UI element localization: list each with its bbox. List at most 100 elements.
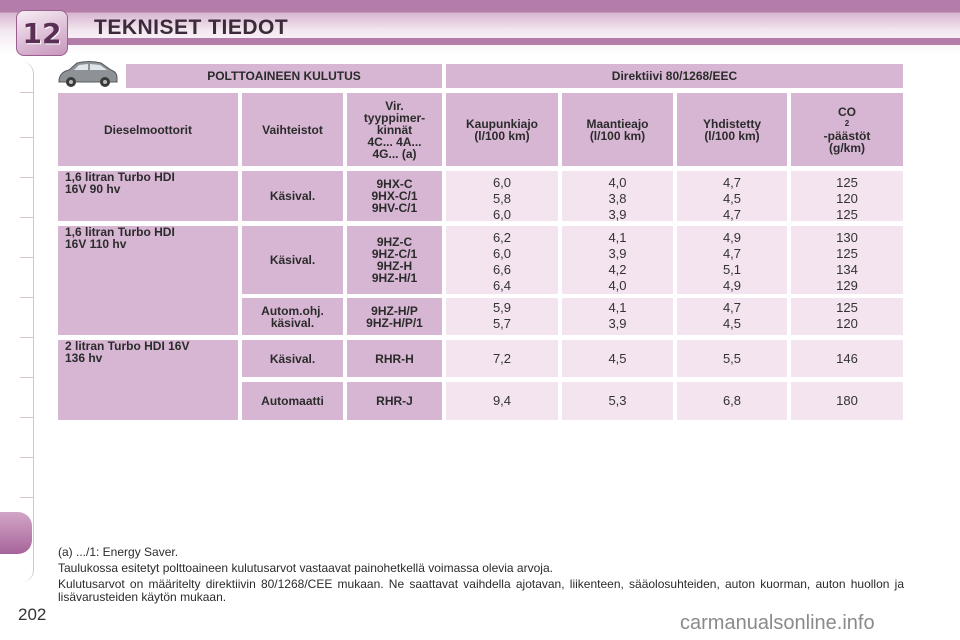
value: 6,4 [492, 278, 512, 293]
value: 130 [836, 230, 858, 245]
header-line: (l/100 km) [704, 128, 760, 143]
tab-divider [20, 297, 34, 298]
tab-divider [20, 137, 34, 138]
value: 6,0 [492, 246, 512, 261]
value: 120 [836, 316, 858, 331]
row-gearbox: Käsival. [242, 340, 343, 377]
type-code: 9HX-C/1 [371, 189, 418, 203]
value: 3,9 [608, 207, 627, 222]
value: 120 [836, 191, 858, 206]
col-header-co2: CO 2 -päästöt (g/km) [791, 93, 903, 166]
engine-line: 16V 90 hv [65, 182, 121, 196]
engine-line: 1,6 litran Turbo HDI [65, 225, 175, 239]
cell-extra-urban: 4,0 3,8 3,9 [562, 171, 673, 222]
col-header-type-codes: Vir. tyyppimer- kinnät 4C... 4A... 4G...… [347, 93, 442, 166]
row-engine-label: 2 litran Turbo HDI 16V 136 hv [58, 340, 238, 420]
footnote-energy-saver: (a) .../1: Energy Saver. [58, 545, 179, 559]
cell-extra-urban: 5,3 [562, 382, 673, 420]
row-engine-label: 1,6 litran Turbo HDI 16V 90 hv [58, 171, 238, 221]
chapter-tab-active[interactable] [0, 512, 32, 554]
value: 3,9 [608, 246, 627, 261]
header-line: CO 2 -päästöt [824, 106, 871, 142]
header-line: kinnät [376, 122, 413, 137]
type-code: 9HZ-H/P [371, 303, 418, 318]
row-gearbox: Automaatti [242, 382, 343, 420]
value: 6,8 [722, 393, 742, 408]
header-line: Kaupunkiajo [465, 116, 538, 131]
value: 5,3 [608, 393, 627, 408]
cell-combined: 4,9 4,7 5,1 4,9 [677, 226, 787, 294]
gearbox-line: Autom.ohj. [261, 303, 324, 318]
value: 3,8 [608, 191, 627, 206]
cell-co2: 125 120 [791, 298, 903, 335]
value: 5,8 [492, 191, 512, 206]
value: 4,2 [608, 262, 627, 277]
value: 4,7 [722, 246, 742, 261]
value: 6,6 [492, 262, 512, 277]
type-code: 9HZ-C/1 [371, 247, 418, 261]
tab-divider [20, 417, 34, 418]
value: 4,0 [608, 175, 627, 190]
value: 5,9 [492, 300, 512, 315]
header-line: tyyppimer- [363, 110, 426, 125]
cell-combined: 5,5 [677, 340, 787, 377]
value: 3,9 [608, 316, 627, 331]
value: 125 [836, 246, 858, 261]
tab-divider [20, 217, 34, 218]
value: 4,9 [722, 230, 742, 245]
type-code: 9HZ-H/P/1 [366, 315, 423, 330]
tab-divider [20, 257, 34, 258]
value: 4,1 [608, 230, 627, 245]
chapter-number: 12 [22, 16, 62, 50]
value: 5,7 [492, 316, 512, 331]
value: 5,1 [722, 262, 742, 277]
watermark: carmanualsonline.info [680, 612, 875, 634]
header-line: Vir. [385, 98, 404, 113]
chapter-tab-rail [0, 62, 34, 582]
cell-combined: 4,7 4,5 4,7 [677, 171, 787, 222]
co2-prefix: CO [837, 104, 856, 119]
value: 7,2 [492, 350, 512, 366]
type-code: 9HZ-C [376, 235, 413, 249]
value: 6,0 [492, 207, 512, 222]
cell-co2: 146 [791, 340, 903, 377]
row-gearbox: Käsival. [242, 226, 343, 294]
col-header-urban: Kaupunkiajo (l/100 km) [446, 93, 558, 166]
value: 129 [836, 278, 858, 293]
cell-combined: 4,7 4,5 [677, 298, 787, 335]
value: 4,7 [722, 207, 742, 222]
cell-urban: 5,9 5,7 [446, 298, 558, 335]
engine-line: 1,6 litran Turbo HDI [65, 170, 175, 184]
value: 6,2 [492, 230, 512, 245]
row-engine-label: 1,6 litran Turbo HDI 16V 110 hv [58, 226, 238, 335]
col-header-extra-urban: Maantieajo (l/100 km) [562, 93, 673, 166]
tab-divider [20, 337, 34, 338]
col-header-gearbox: Vaihteistot [242, 93, 343, 166]
tab-divider [20, 92, 34, 93]
value: 4,1 [608, 300, 627, 315]
cell-combined: 6,8 [677, 382, 787, 420]
header-line: 4C... 4A... [367, 134, 422, 149]
section-title-fuel-consumption: POLTTOAINEEN KULUTUS [126, 64, 442, 88]
header-rule [52, 38, 960, 45]
note-directive: Kulutusarvot on määritelty direktiivin 8… [58, 577, 904, 604]
header-line: 4G... (a) [372, 146, 417, 161]
header-line: (l/100 km) [589, 128, 646, 143]
value: 4,5 [722, 316, 742, 331]
value: 4,5 [722, 191, 742, 206]
row-type-codes: RHR-H [347, 340, 442, 377]
header-band [0, 0, 960, 54]
value: 125 [836, 300, 858, 315]
header-line: (l/100 km) [474, 128, 530, 143]
co2-suffix: -päästöt [823, 128, 871, 143]
tab-divider [20, 377, 34, 378]
value: 6,0 [492, 175, 512, 190]
cell-extra-urban: 4,1 3,9 [562, 298, 673, 335]
engine-line: 2 litran Turbo HDI 16V [65, 339, 190, 353]
note-table-values: Taulukossa esitetyt polttoaineen kulutus… [58, 561, 553, 575]
cell-extra-urban: 4,5 [562, 340, 673, 377]
row-type-codes: RHR-J [347, 382, 442, 420]
cell-co2: 125 120 125 [791, 171, 903, 222]
value: 125 [836, 175, 858, 190]
tab-divider [20, 497, 34, 498]
